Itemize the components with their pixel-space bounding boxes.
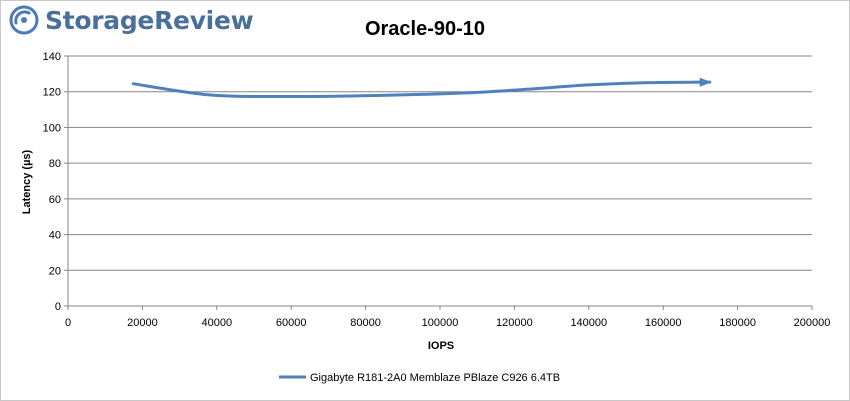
- x-tick-label: 40000: [202, 317, 233, 329]
- y-axis-label: Latency (µs): [21, 149, 33, 214]
- y-tick-label: 60: [49, 194, 61, 206]
- x-axis-label: IOPS: [428, 340, 454, 352]
- x-tick-label: 140000: [570, 317, 607, 329]
- legend-label: Gigabyte R181-2A0 Memblaze PBlaze C926 6…: [310, 372, 560, 384]
- axes: [64, 55, 813, 310]
- y-tick-label: 120: [43, 87, 61, 99]
- gridlines: [68, 55, 812, 271]
- x-tick-label: 180000: [719, 317, 756, 329]
- series-line: [131, 80, 712, 99]
- brand-name: StorageReview: [45, 5, 254, 35]
- brand-logo: StorageReview: [9, 5, 254, 35]
- chart-title: Oracle-90-10: [365, 18, 485, 40]
- storagereview-logo-icon: [9, 5, 39, 35]
- y-tick-label: 20: [49, 265, 61, 277]
- y-tick-label: 100: [43, 122, 61, 134]
- y-tick-labels: 0 20 40 60 80 100 120 140: [43, 51, 61, 313]
- y-tick-label: 40: [49, 230, 61, 242]
- x-tick-label: 20000: [127, 317, 158, 329]
- x-tick-label: 160000: [645, 317, 682, 329]
- series-layer: [131, 77, 712, 99]
- series-end-arrow: [699, 77, 712, 87]
- x-tick-label: 0: [65, 317, 71, 329]
- x-tick-label: 120000: [496, 317, 533, 329]
- x-tick-label: 80000: [350, 317, 381, 329]
- x-tick-label: 100000: [422, 317, 459, 329]
- y-tick-label: 80: [49, 158, 61, 170]
- x-tick-label: 60000: [276, 317, 307, 329]
- x-tick-label: 200000: [794, 317, 831, 329]
- y-tick-label: 140: [43, 51, 61, 63]
- legend: Gigabyte R181-2A0 Memblaze PBlaze C926 6…: [279, 372, 560, 384]
- y-tick-label: 0: [55, 301, 61, 313]
- x-tick-labels: 0 20000 40000 60000 80000 100000 120000 140000 1…: [65, 317, 830, 329]
